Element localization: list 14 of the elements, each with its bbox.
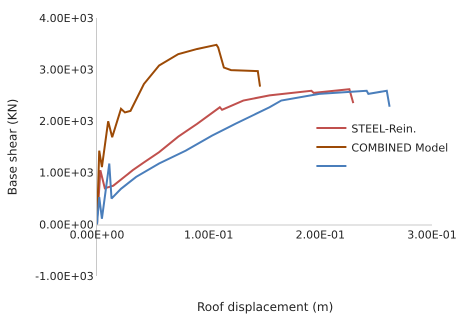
x-tick-label: 3.00E-01 — [407, 228, 457, 242]
legend-label: COMBINED Model — [351, 141, 448, 154]
x-axis-title: Roof displacement (m) — [197, 300, 334, 314]
y-axis-title: Base shear (KN) — [5, 98, 20, 196]
y-tick-label: 4.00E+03 — [39, 12, 94, 25]
y-tick-label: 2.00E+03 — [39, 115, 94, 128]
x-tick-label: 1.00E-01 — [184, 228, 234, 242]
y-tick-label: 1.00E+03 — [39, 166, 94, 180]
x-tick-label: 0.00E+00 — [70, 228, 124, 242]
y-tick-label: 0.00E+00 — [39, 218, 94, 232]
legend-label: STEEL-Rein. — [351, 122, 416, 136]
y-tick-label: 3.00E+03 — [39, 63, 94, 76]
x-tick-label: 2.00E-01 — [296, 228, 346, 242]
y-tick-label: -1.00E+03 — [35, 270, 94, 283]
